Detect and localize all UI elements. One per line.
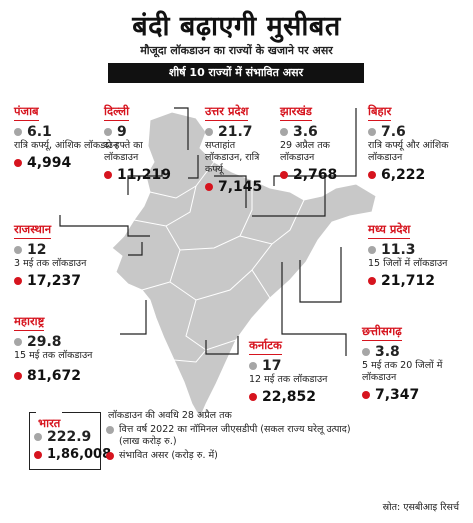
impact-dot-icon: [14, 372, 22, 380]
subheadline: मौजूदा लॉकडाउन का राज्यों के खजाने पर अस…: [140, 44, 333, 57]
lockdown-note: 12 मई तक लॉकडाउन: [249, 374, 328, 385]
impact-value: 22,852: [262, 389, 317, 405]
lockdown-note: 5 मई तक 20 जिलों में लॉकडाउन: [362, 360, 443, 383]
gdp-dot-icon: [368, 128, 376, 136]
gdp-value: 7.6: [381, 124, 406, 140]
impact-value: 4,994: [27, 155, 72, 171]
impact-value: 21,712: [381, 273, 436, 289]
state-card-delhi: दिल्ली 9 दो हफ्ते का लॉकडाउन 11,219: [104, 100, 176, 183]
gdp-dot-icon: [368, 246, 376, 254]
state-card-rajasthan: राजस्थान 12 3 मई तक लॉकडाउन 17,237: [14, 218, 109, 289]
state-name: महाराष्ट्र: [14, 314, 45, 331]
state-name: दिल्ली: [104, 104, 130, 121]
impact-legend-dot-icon: [106, 452, 114, 460]
state-name: मध्य प्रदेश: [368, 222, 411, 239]
gdp-value: 6.1: [27, 124, 52, 140]
impact-dot-icon: [104, 171, 112, 179]
state-name: छत्तीसगढ़: [362, 324, 402, 341]
impact-dot-icon: [362, 391, 370, 399]
state-name: बिहार: [368, 104, 392, 121]
gdp-dot-icon: [249, 362, 257, 370]
impact-value: 7,145: [218, 179, 263, 195]
lockdown-note: 3 मई तक लॉकडाउन: [14, 258, 87, 269]
section-banner: शीर्ष 10 राज्यों में संभावित असर: [108, 63, 364, 83]
state-card-maharashtra: महाराष्ट्र 29.8 15 मई तक लॉकडाउन 81,672: [14, 310, 134, 384]
impact-dot-icon: [14, 277, 22, 285]
impact-dot-icon: [34, 450, 42, 459]
lockdown-note: 29 अप्रैल तक लॉकडाउन: [280, 140, 330, 163]
impact-dot-icon: [280, 171, 288, 179]
state-card-chhattisgarh: छत्तीसगढ़ 3.8 5 मई तक 20 जिलों में लॉकडा…: [362, 320, 454, 403]
gdp-legend-dot-icon: [106, 426, 114, 434]
lockdown-note: रात्रि कर्फ्यू और आंशिक लॉकडाउन: [368, 140, 449, 163]
gdp-dot-icon: [104, 128, 112, 136]
impact-dot-icon: [368, 277, 376, 285]
state-card-karnataka: कर्नाटक 17 12 मई तक लॉकडाउन 22,852: [249, 334, 364, 405]
leader-lines: [59, 107, 357, 356]
impact-value: 6,222: [381, 167, 426, 183]
gdp-dot-icon: [14, 128, 22, 136]
state-card-bihar: बिहार 7.6 रात्रि कर्फ्यू और आंशिक लॉकडाउ…: [368, 100, 458, 183]
lockdown-note: रात्रि कर्फ्यू, आंशिक लॉकडाउन: [14, 140, 119, 151]
india-gdp-value: 222.9: [47, 429, 92, 445]
india-total-box: भारत 222.9 1,86,008: [29, 412, 111, 470]
state-name: झारखंड: [280, 104, 312, 121]
gdp-dot-icon: [280, 128, 288, 136]
legend-notes: लॉकडाउन की अवधि 28 अप्रैल तक वित्त वर्ष …: [106, 410, 366, 462]
gdp-value: 29.8: [27, 334, 62, 350]
state-name: पंजाब: [14, 104, 39, 121]
lockdown-note: दो हफ्ते का लॉकडाउन: [104, 140, 143, 163]
lockdown-note: 15 मई तक लॉकडाउन: [14, 350, 93, 361]
impact-dot-icon: [368, 171, 376, 179]
india-label: भारत: [38, 416, 61, 430]
impact-value: 81,672: [27, 368, 82, 384]
gdp-dot-icon: [34, 433, 42, 441]
gdp-value: 21.7: [218, 124, 253, 140]
gdp-value: 12: [27, 242, 47, 258]
legend-gdp-desc: वित्त वर्ष 2022 का नॉमिनल जीएसडीपी (सकल …: [119, 424, 351, 447]
state-name: कर्नाटक: [249, 338, 282, 355]
gdp-value: 11.3: [381, 242, 416, 258]
gdp-value: 9: [117, 124, 127, 140]
state-name: उत्तर प्रदेश: [205, 104, 249, 121]
headline: बंदी बढ़ाएगी मुसीबत: [132, 11, 341, 42]
impact-dot-icon: [249, 393, 257, 401]
impact-value: 17,237: [27, 273, 82, 289]
gdp-dot-icon: [14, 246, 22, 254]
lockdown-note: 15 जिलों में लॉकडाउन: [368, 258, 448, 269]
state-borders: [133, 161, 305, 363]
india-impact-value: 1,86,008: [47, 447, 112, 462]
state-card-punjab: पंजाब 6.1 रात्रि कर्फ्यू, आंशिक लॉकडाउन …: [14, 100, 119, 171]
gdp-value: 17: [262, 358, 282, 374]
impact-dot-icon: [205, 183, 213, 191]
impact-value: 11,219: [117, 167, 172, 183]
lockdown-note: सप्ताहांत लॉकडाउन, रात्रि कर्फ्यू: [205, 140, 260, 175]
impact-value: 7,347: [375, 387, 420, 403]
legend-lockdown-period: लॉकडाउन की अवधि 28 अप्रैल तक: [108, 410, 232, 421]
state-card-madhya-pradesh: मध्य प्रदेश 11.3 15 जिलों में लॉकडाउन 21…: [368, 218, 460, 289]
impact-value: 2,768: [293, 167, 338, 183]
state-name: राजस्थान: [14, 222, 52, 239]
gdp-dot-icon: [362, 348, 370, 356]
legend-impact-desc: संभावित असर (करोड़ रु. में): [119, 450, 218, 461]
gdp-dot-icon: [205, 128, 213, 136]
source-credit: स्रोत: एसबीआइ रिसर्च: [382, 502, 459, 513]
gdp-value: 3.6: [293, 124, 318, 140]
gdp-value: 3.8: [375, 344, 400, 360]
gdp-dot-icon: [14, 338, 22, 346]
state-card-uttar-pradesh: उत्तर प्रदेश 21.7 सप्ताहांत लॉकडाउन, रात…: [205, 100, 269, 195]
impact-dot-icon: [14, 159, 22, 167]
state-card-jharkhand: झारखंड 3.6 29 अप्रैल तक लॉकडाउन 2,768: [280, 100, 358, 183]
